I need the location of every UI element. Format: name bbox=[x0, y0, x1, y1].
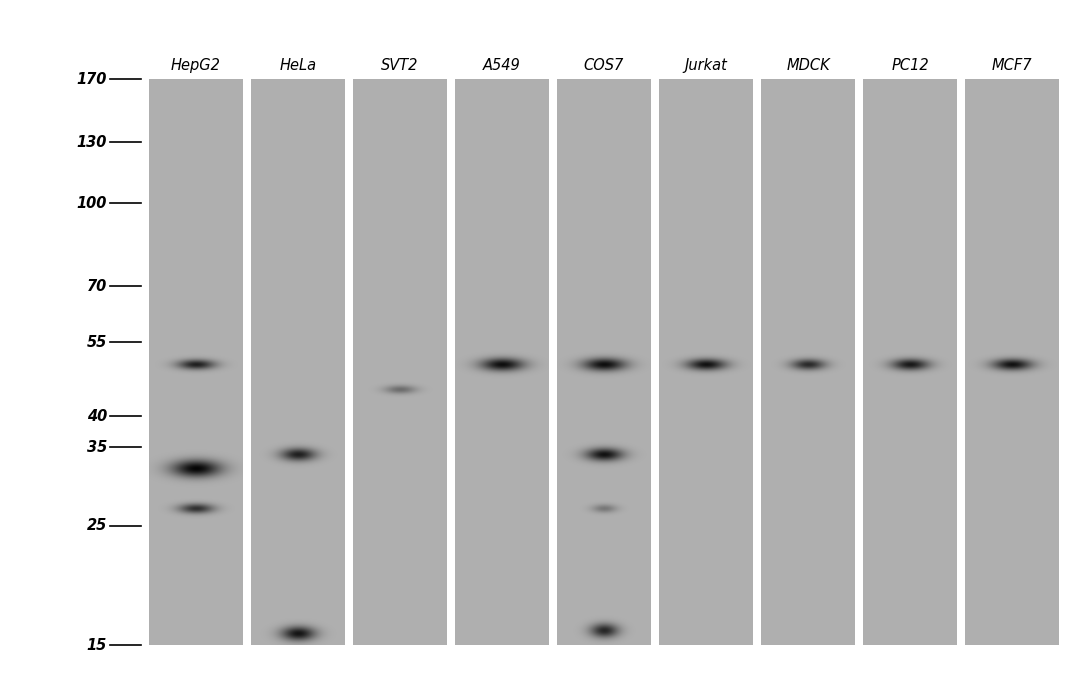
Text: 15: 15 bbox=[86, 638, 107, 652]
Text: 130: 130 bbox=[77, 135, 107, 149]
Text: 100: 100 bbox=[77, 196, 107, 210]
Text: MCF7: MCF7 bbox=[991, 58, 1032, 73]
Text: SVT2: SVT2 bbox=[381, 58, 419, 73]
Text: MDCK: MDCK bbox=[786, 58, 829, 73]
Text: A549: A549 bbox=[483, 58, 521, 73]
Text: Jurkat: Jurkat bbox=[685, 58, 728, 73]
Text: PC12: PC12 bbox=[891, 58, 929, 73]
Text: HeLa: HeLa bbox=[280, 58, 316, 73]
Text: 70: 70 bbox=[86, 278, 107, 294]
Text: 25: 25 bbox=[86, 518, 107, 534]
Text: 170: 170 bbox=[77, 71, 107, 87]
Text: 35: 35 bbox=[86, 439, 107, 455]
Text: 55: 55 bbox=[86, 335, 107, 350]
Text: COS7: COS7 bbox=[584, 58, 624, 73]
Text: 40: 40 bbox=[86, 409, 107, 423]
Text: HepG2: HepG2 bbox=[171, 58, 221, 73]
